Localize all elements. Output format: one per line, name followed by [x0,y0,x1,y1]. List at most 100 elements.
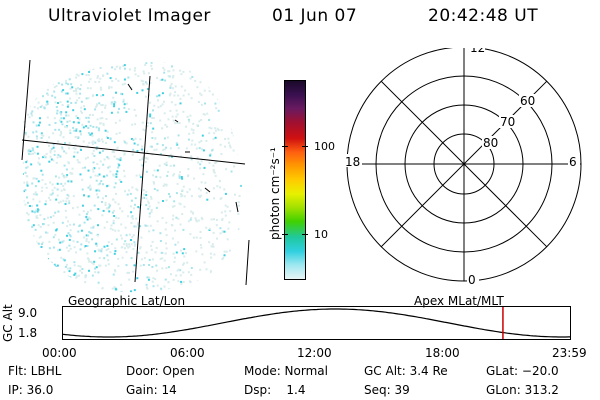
uv-dot [197,219,200,222]
uv-dot [46,116,49,119]
uv-dot [28,105,31,107]
uv-dot [171,65,173,68]
uv-dot [133,142,136,145]
uv-dot [27,150,30,153]
uv-dot [224,107,227,110]
uv-dot [24,131,27,134]
uv-dot [71,86,74,89]
uv-dot [151,137,154,139]
uv-dot [220,211,223,214]
uv-dot [99,182,102,185]
uv-dot [223,274,226,277]
uv-dot [75,87,78,90]
uv-dot [170,273,172,276]
uv-dot [123,82,126,85]
uv-dot [114,229,117,232]
uv-dot [113,286,116,289]
uv-dot [136,277,139,280]
uv-dot [75,62,78,65]
uv-dot [89,232,92,234]
uv-dot [41,270,44,272]
uv-dot [162,200,164,202]
mlt-label-0: 0 [468,273,476,287]
uv-dot [104,201,107,204]
uv-dot [45,103,48,106]
uv-dot [30,62,33,65]
uv-dot [80,148,82,151]
orbit-frame [62,306,571,340]
uv-dot [88,68,91,71]
uv-dot [83,221,86,224]
uv-dot [57,102,59,104]
uv-dot [210,127,213,130]
uv-dot [36,208,39,211]
uv-dot [28,229,30,232]
uv-dot [213,171,216,174]
uv-dot [241,253,243,256]
uv-dot [212,168,215,171]
uv-dot [221,217,224,220]
uv-dot [103,245,106,248]
uv-dot [153,182,155,185]
uv-dot [75,76,78,79]
uv-dot [69,132,72,135]
latitude-line [21,139,246,165]
uv-dot [139,246,142,249]
uv-dot [192,236,195,239]
uv-dot [190,273,193,276]
uv-dot [210,271,212,274]
uv-dot [172,218,174,221]
uv-dot [60,182,63,185]
uv-dot [37,101,40,104]
uv-dot [163,163,166,165]
uv-dot [92,161,95,164]
uv-dot [189,218,192,221]
uv-dot [165,164,168,167]
uv-dot [183,248,186,251]
uv-dot [232,134,235,137]
uv-dot [111,66,114,69]
uv-dot [168,193,170,195]
uv-dot [165,247,168,250]
uv-dot [36,204,39,207]
uv-dot [136,143,139,146]
uv-dot [130,243,133,246]
uv-dot [201,218,204,221]
glat-info: GLat: −20.0 [486,364,559,378]
uv-dot [53,90,56,93]
uv-dot [96,103,98,106]
uv-dot [64,203,67,205]
uv-dot [69,283,72,286]
uv-dot [70,180,73,183]
uv-dot [90,232,93,235]
x-tick-0600: 06:00 [170,346,205,360]
uv-dot [215,161,218,164]
uv-dot [86,257,89,260]
uv-dot [75,128,78,131]
uv-dot [190,155,193,158]
uv-dot [105,135,108,138]
uv-dot [149,101,152,104]
uv-dot [133,289,136,292]
uv-dot [96,118,99,121]
uv-dot [52,214,55,217]
uv-dot [89,87,92,90]
uv-dot [52,236,55,239]
uv-dot [170,224,173,227]
uv-dot [137,206,140,208]
uv-dot [226,238,229,241]
uv-dot [71,70,74,73]
uv-dot [116,157,118,160]
uv-dot [169,109,172,112]
uv-dot [29,153,32,156]
uv-dot [87,116,90,119]
uv-dot [22,162,24,164]
uv-dot [62,136,65,139]
uv-dot [67,104,70,106]
uv-dot [35,262,38,265]
uv-dot [124,240,127,243]
uv-dot [239,150,242,153]
uv-dot [188,280,191,283]
uv-dot [163,183,166,186]
uv-dot [144,95,147,98]
